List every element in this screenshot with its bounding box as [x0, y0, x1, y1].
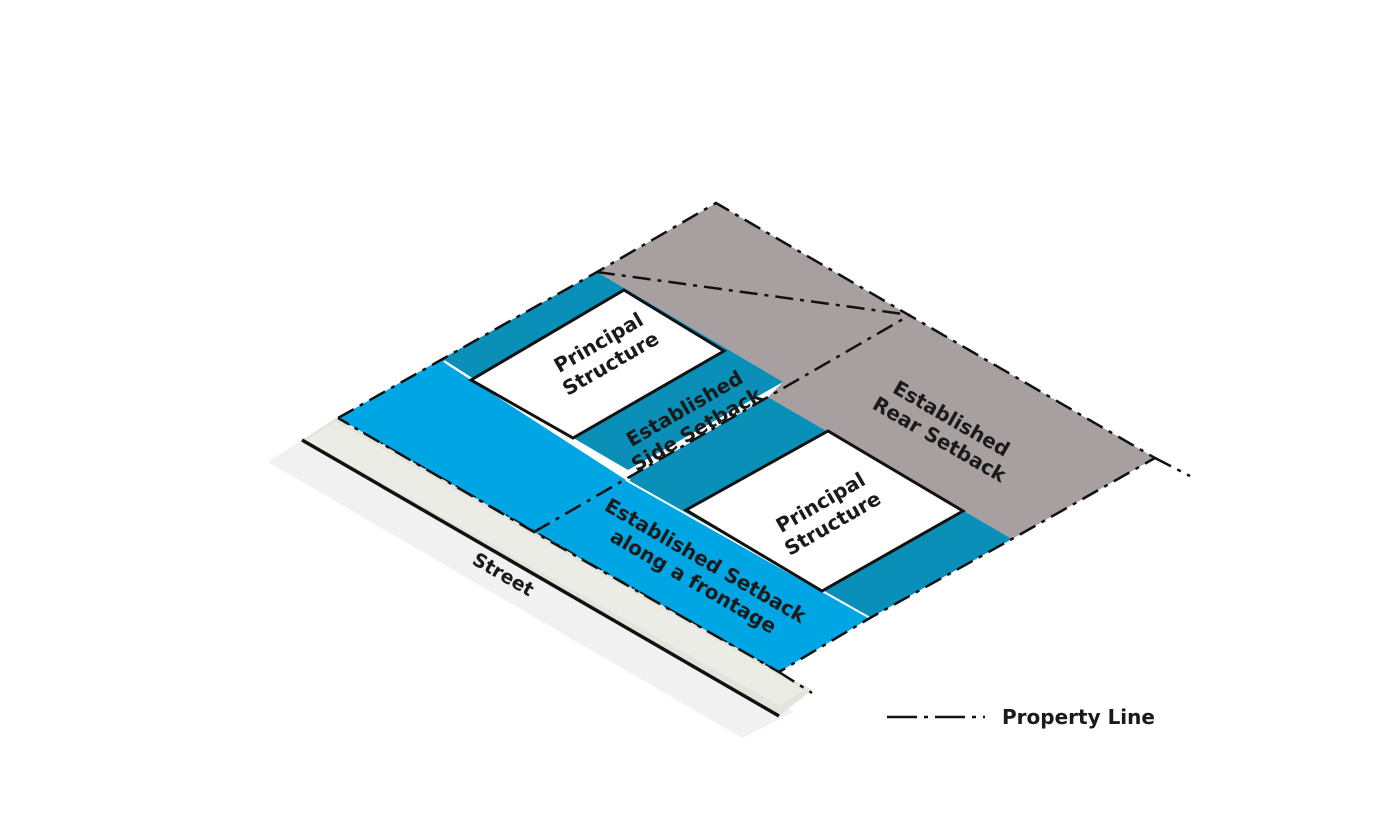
sidewalk-inner: [306, 422, 804, 706]
frontage-setback-right: [534, 480, 870, 672]
divider-line-2: [625, 479, 871, 619]
property-line-rear-divider: [596, 270, 911, 317]
property-line-mid-lots: [533, 313, 911, 534]
property-line-extend-bottom: [778, 670, 813, 695]
legend: Property Line: [887, 705, 1155, 729]
rear-setback-area: [597, 203, 1155, 539]
curb-line: [301, 438, 780, 718]
property-line-extend-right: [1154, 456, 1191, 478]
legend-property-line: Property Line: [1002, 705, 1155, 729]
front-lot-edge: [337, 417, 780, 673]
principal-structure-1: [468, 288, 727, 440]
street-shadow: [268, 440, 794, 738]
frontage-setback-left: [338, 360, 626, 532]
principal-structure-2: [682, 429, 966, 593]
